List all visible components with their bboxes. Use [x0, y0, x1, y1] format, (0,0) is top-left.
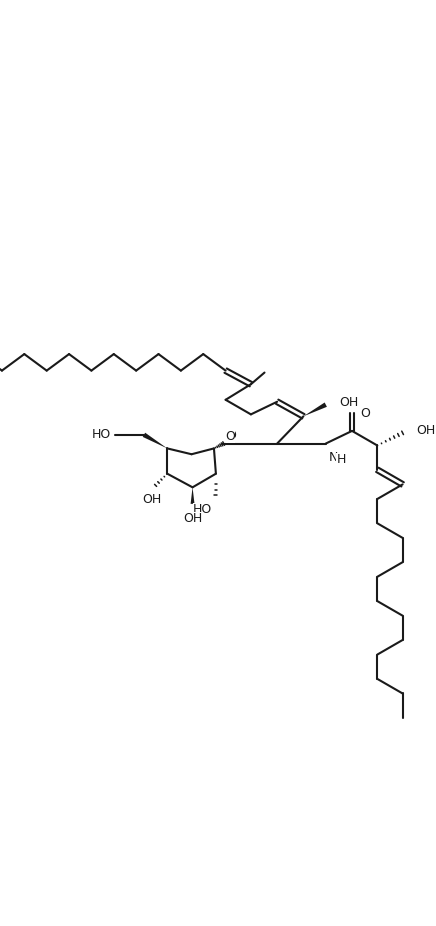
- Polygon shape: [191, 487, 194, 504]
- Text: H: H: [337, 453, 346, 467]
- Text: N: N: [329, 451, 338, 464]
- Text: OH: OH: [142, 494, 161, 507]
- Text: OH: OH: [416, 424, 436, 437]
- Text: O: O: [360, 407, 370, 419]
- Text: OH: OH: [183, 512, 202, 525]
- Polygon shape: [143, 432, 167, 448]
- Text: O: O: [225, 431, 235, 444]
- Polygon shape: [303, 403, 327, 417]
- Text: HO: HO: [92, 429, 111, 442]
- Text: O: O: [227, 430, 236, 443]
- Text: OH: OH: [339, 396, 359, 409]
- Text: HO: HO: [193, 503, 212, 516]
